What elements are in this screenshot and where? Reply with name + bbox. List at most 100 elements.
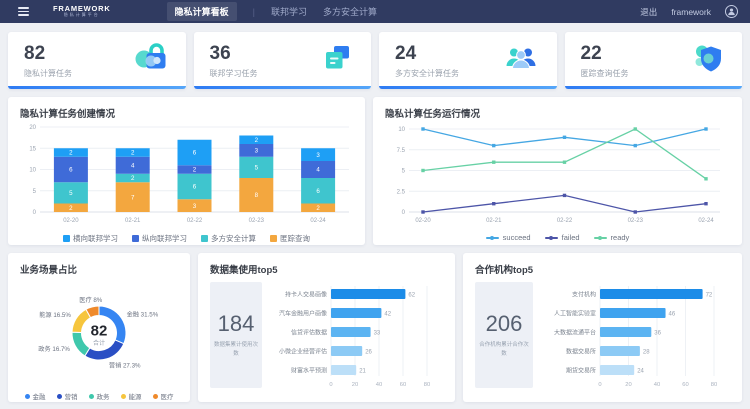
navbar: FRAMEWORK 隐私计算平台 隐私计算看板 | 联邦学习 多方安全计算 退出…: [0, 0, 750, 23]
legend-item-能源[interactable]: 能源: [120, 391, 142, 401]
svg-text:20: 20: [625, 382, 631, 388]
stat-value: 82: [24, 42, 46, 64]
svg-text:02-24: 02-24: [698, 218, 714, 224]
dataset-total-caption: 数据集累计使用次数: [213, 342, 258, 357]
stat-value: 24: [395, 42, 417, 64]
svg-text:72: 72: [706, 293, 713, 299]
dataset-total-box: 184 数据集累计使用次数: [210, 282, 262, 388]
stat-card-privacy-tasks[interactable]: 82 隐私计算任务: [8, 32, 186, 89]
svg-text:82: 82: [91, 323, 108, 340]
logout-button[interactable]: 退出: [640, 6, 658, 17]
svg-text:小微企业经营评估: 小微企业经营评估: [279, 348, 327, 356]
stat-card-pir-tasks[interactable]: 22 匿踪查询任务: [564, 32, 742, 89]
svg-text:4: 4: [131, 162, 135, 169]
svg-text:信贷评估数据: 信贷评估数据: [291, 329, 327, 337]
panel-task-running: 隐私计算任务运行情况 0 2.5 5 7.5 10 02-20 02-21 02-22 02-2…: [373, 97, 742, 245]
partner-total-caption: 合作机构累计合作次数: [479, 342, 529, 357]
tab-mpc[interactable]: 多方安全计算: [322, 7, 377, 17]
svg-text:02-20: 02-20: [415, 218, 431, 224]
partner-total-box: 206 合作机构累计合作次数: [475, 282, 533, 388]
svg-text:5: 5: [69, 190, 73, 197]
stat-card-federated-tasks[interactable]: 36 联邦学习任务: [193, 32, 371, 89]
svg-text:2: 2: [131, 175, 135, 182]
scenario-share-legend: 金融 营销 政务 能源 医疗: [8, 391, 190, 401]
logo-subtitle: 隐私计算平台: [63, 12, 100, 18]
svg-text:医疗 8%: 医疗 8%: [79, 296, 103, 304]
legend-item-横向联邦学习[interactable]: 横向联邦学习: [63, 233, 118, 244]
partner-top5-hbar-chart: 0 20 40 60 80 支付机构 72 人工智能实验室 46 大数据流通平台 36 数据交易所 28…: [554, 286, 717, 388]
svg-text:02-22: 02-22: [557, 218, 573, 224]
svg-text:期货交易所: 期货交易所: [566, 367, 596, 375]
legend-item-匿踪查询[interactable]: 匿踪查询: [270, 233, 310, 244]
legend-item-ready[interactable]: ready: [593, 233, 629, 242]
partner-total-value: 206: [485, 311, 523, 337]
svg-text:数据交易所: 数据交易所: [566, 348, 596, 356]
svg-text:02-23: 02-23: [249, 218, 265, 224]
dataset-total-value: 184: [217, 311, 255, 337]
svg-text:20: 20: [29, 125, 36, 131]
task-running-legend: succeed failed ready: [373, 233, 742, 242]
svg-text:5: 5: [255, 165, 259, 172]
tab-privacy-dashboard[interactable]: 隐私计算看板: [166, 2, 237, 21]
legend-item-营销[interactable]: 营销: [56, 391, 78, 401]
stat-cards-row: 82 隐私计算任务 36 联邦学习任务: [8, 32, 742, 89]
user-avatar-icon[interactable]: [725, 5, 738, 18]
legend-item-政务[interactable]: 政务: [88, 391, 110, 401]
svg-text:大数据流通平台: 大数据流通平台: [554, 329, 596, 337]
lock-icon: [130, 38, 170, 83]
legend-item-医疗[interactable]: 医疗: [152, 391, 174, 401]
svg-text:能源 16.5%: 能源 16.5%: [39, 311, 71, 319]
legend-item-failed[interactable]: failed: [544, 233, 580, 242]
svg-text:金融 31.5%: 金融 31.5%: [127, 310, 159, 318]
legend-item-纵向联邦学习[interactable]: 纵向联邦学习: [132, 233, 187, 244]
svg-text:10: 10: [398, 127, 405, 133]
svg-text:0: 0: [329, 382, 332, 388]
svg-text:3: 3: [193, 203, 197, 210]
panel-title-task-running: 隐私计算任务运行情况: [385, 109, 481, 120]
dataset-top5-hbar-chart: 0 20 40 60 80 持卡人交易画像 62 汽车金融用户画像 42 信贷评估数据 33 小微企业…: [279, 286, 430, 388]
svg-text:2: 2: [69, 205, 73, 212]
panel-title-dataset-top5: 数据集使用top5: [210, 265, 278, 276]
svg-text:7.5: 7.5: [397, 148, 406, 154]
logo-title: FRAMEWORK: [53, 4, 111, 14]
svg-text:36: 36: [654, 331, 661, 337]
svg-text:0: 0: [598, 382, 601, 388]
tab-federated-learning[interactable]: 联邦学习: [270, 7, 307, 17]
stat-label: 联邦学习任务: [209, 68, 258, 78]
legend-item-金融[interactable]: 金融: [24, 391, 46, 401]
panel-title-task-creation: 隐私计算任务创建情况: [20, 109, 116, 120]
logo: FRAMEWORK 隐私计算平台: [53, 5, 111, 17]
stat-value: 22: [580, 42, 602, 64]
nav-tabs: 隐私计算看板 | 联邦学习 多方安全计算: [166, 2, 377, 21]
stat-label: 隐私计算任务: [24, 68, 72, 78]
svg-text:02-23: 02-23: [628, 218, 644, 224]
svg-text:3: 3: [255, 148, 259, 155]
svg-text:5: 5: [402, 169, 406, 175]
svg-text:15: 15: [29, 146, 36, 152]
svg-text:5: 5: [33, 189, 37, 195]
svg-text:60: 60: [682, 382, 688, 388]
legend-item-多方安全计算[interactable]: 多方安全计算: [201, 233, 256, 244]
svg-text:6: 6: [193, 184, 197, 191]
svg-text:20: 20: [352, 382, 358, 388]
shield-icon: [686, 38, 726, 83]
task-creation-stacked-bar-chart: 05101520256202-20724202-21362602-2285320…: [29, 125, 349, 224]
svg-text:24: 24: [637, 369, 644, 375]
bottom-row: 业务场景占比 金融 31.5% 营销 27.3% 政务 16.7% 能源 16.5% 医…: [8, 253, 742, 402]
svg-text:汽车金融用户画像: 汽车金融用户画像: [279, 310, 327, 318]
svg-text:2: 2: [255, 137, 259, 144]
svg-text:0: 0: [33, 210, 37, 216]
legend-item-succeed[interactable]: succeed: [485, 233, 531, 242]
charts-row: 隐私计算任务创建情况 0 5 10 15 20 2 5 6 2 02-20 7 2 4 2 02-21 3 6 2…: [8, 97, 742, 245]
svg-text:支付机构: 支付机构: [572, 291, 596, 299]
svg-text:42: 42: [384, 312, 391, 318]
stat-label: 多方安全计算任务: [395, 68, 459, 78]
svg-text:2: 2: [131, 150, 135, 157]
svg-text:21: 21: [359, 369, 366, 375]
panel-title-scenario-share: 业务场景占比: [20, 265, 78, 276]
menu-icon[interactable]: [18, 7, 29, 16]
panel-partner-top5: 合作机构top5 206 合作机构累计合作次数 0 20 40 60 80 支付机构 72 人…: [463, 253, 742, 402]
scenario-share-donut-chart: 金融 31.5% 营销 27.3% 政务 16.7% 能源 16.5% 医疗 8% 82合…: [38, 296, 159, 369]
svg-text:02-21: 02-21: [486, 218, 502, 224]
stat-card-mpc-tasks[interactable]: 24 多方安全计算任务: [379, 32, 557, 89]
